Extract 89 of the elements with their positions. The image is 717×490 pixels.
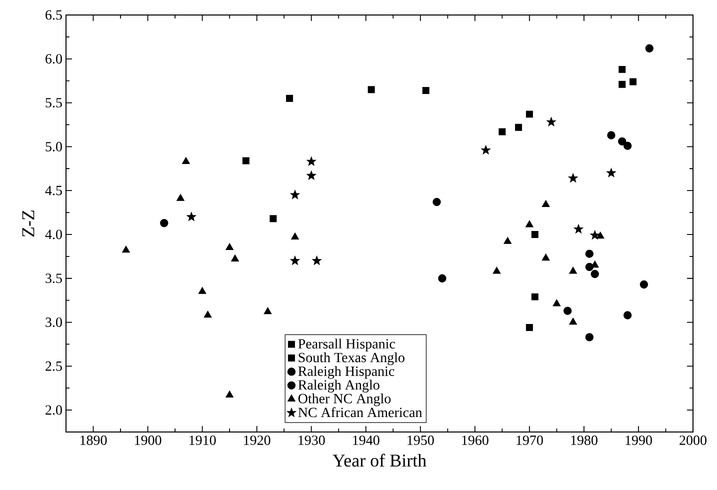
point — [176, 194, 184, 201]
point — [531, 293, 538, 300]
point — [492, 266, 501, 274]
point — [607, 131, 616, 140]
point — [590, 270, 599, 278]
point — [160, 218, 168, 228]
point — [286, 94, 294, 102]
point — [542, 254, 550, 261]
legend-label: Raleigh Anglo — [298, 380, 380, 393]
point — [515, 124, 522, 131]
y-tick-label: 4.5 — [45, 186, 62, 196]
point — [226, 243, 234, 250]
point — [618, 66, 626, 73]
point — [526, 220, 534, 228]
point — [568, 173, 578, 182]
point — [432, 198, 441, 206]
point — [186, 212, 196, 221]
y-tick-label: 5.5 — [46, 98, 62, 108]
point — [546, 117, 556, 126]
point — [630, 78, 637, 86]
y-axis-title: Z-Z — [22, 210, 34, 237]
point — [182, 157, 190, 164]
point — [590, 230, 600, 240]
point — [290, 256, 300, 265]
point — [526, 324, 533, 332]
point — [542, 200, 550, 208]
y-tick-label: 5.0 — [46, 142, 62, 152]
point — [596, 232, 604, 239]
x-tick-label: 1890 — [80, 436, 107, 445]
point — [645, 44, 654, 52]
x-tick-label: 1950 — [408, 436, 434, 445]
x-tick-label: 1940 — [353, 436, 380, 445]
point — [504, 237, 512, 244]
x-tick-label: 1930 — [298, 436, 325, 445]
point — [585, 333, 594, 342]
point — [226, 390, 234, 398]
point — [198, 287, 206, 294]
point — [291, 232, 299, 240]
point — [368, 86, 375, 94]
y-tick-label: 3.0 — [46, 318, 62, 328]
x-tick-label: 1960 — [462, 436, 488, 445]
legend-label: NC African American — [298, 407, 422, 418]
point — [618, 80, 626, 88]
point — [569, 266, 577, 274]
y-tick-label: 6.0 — [46, 54, 62, 64]
x-tick-label: 1980 — [571, 436, 598, 445]
x-tick-label: 1910 — [190, 436, 216, 445]
legend-label: Other NC Anglo — [298, 393, 391, 406]
point — [306, 170, 316, 180]
point — [640, 280, 648, 289]
y-tick-label: 6.5 — [46, 10, 62, 20]
point — [204, 310, 212, 318]
point — [264, 307, 272, 314]
x-tick-label: 1990 — [626, 436, 652, 445]
point — [270, 215, 277, 222]
x-tick-label: 1920 — [244, 436, 270, 445]
legend-label: Raleigh Hispanic — [298, 366, 394, 379]
y-tick-label: 2.0 — [46, 405, 62, 415]
point — [623, 142, 632, 150]
x-tick-label: 1900 — [135, 436, 162, 445]
point — [552, 299, 561, 306]
point — [290, 190, 300, 199]
point — [312, 256, 322, 265]
x-axis-title: Year of Birth — [332, 454, 426, 467]
point — [564, 306, 572, 315]
point — [569, 318, 577, 325]
point — [531, 230, 538, 238]
x-tick-label: 2000 — [680, 436, 706, 445]
legend-label: Pearsall Hispanic — [298, 338, 395, 352]
point — [623, 311, 632, 320]
y-tick-label: 3.5 — [46, 274, 62, 284]
point — [481, 145, 490, 154]
point — [606, 168, 616, 178]
y-tick-label: 4.0 — [45, 230, 62, 240]
point — [242, 157, 250, 164]
x-tick-label: 1970 — [516, 436, 543, 445]
y-tick-label: 2.5 — [46, 361, 62, 371]
point — [585, 262, 594, 272]
point — [585, 250, 594, 258]
point — [618, 137, 626, 146]
point — [438, 274, 446, 282]
point — [498, 128, 506, 136]
point — [231, 254, 239, 262]
point — [306, 156, 316, 166]
point — [526, 110, 533, 118]
point — [574, 224, 584, 234]
legend-label: South Texas Anglo — [298, 352, 404, 366]
point — [122, 246, 130, 253]
point — [422, 87, 430, 94]
